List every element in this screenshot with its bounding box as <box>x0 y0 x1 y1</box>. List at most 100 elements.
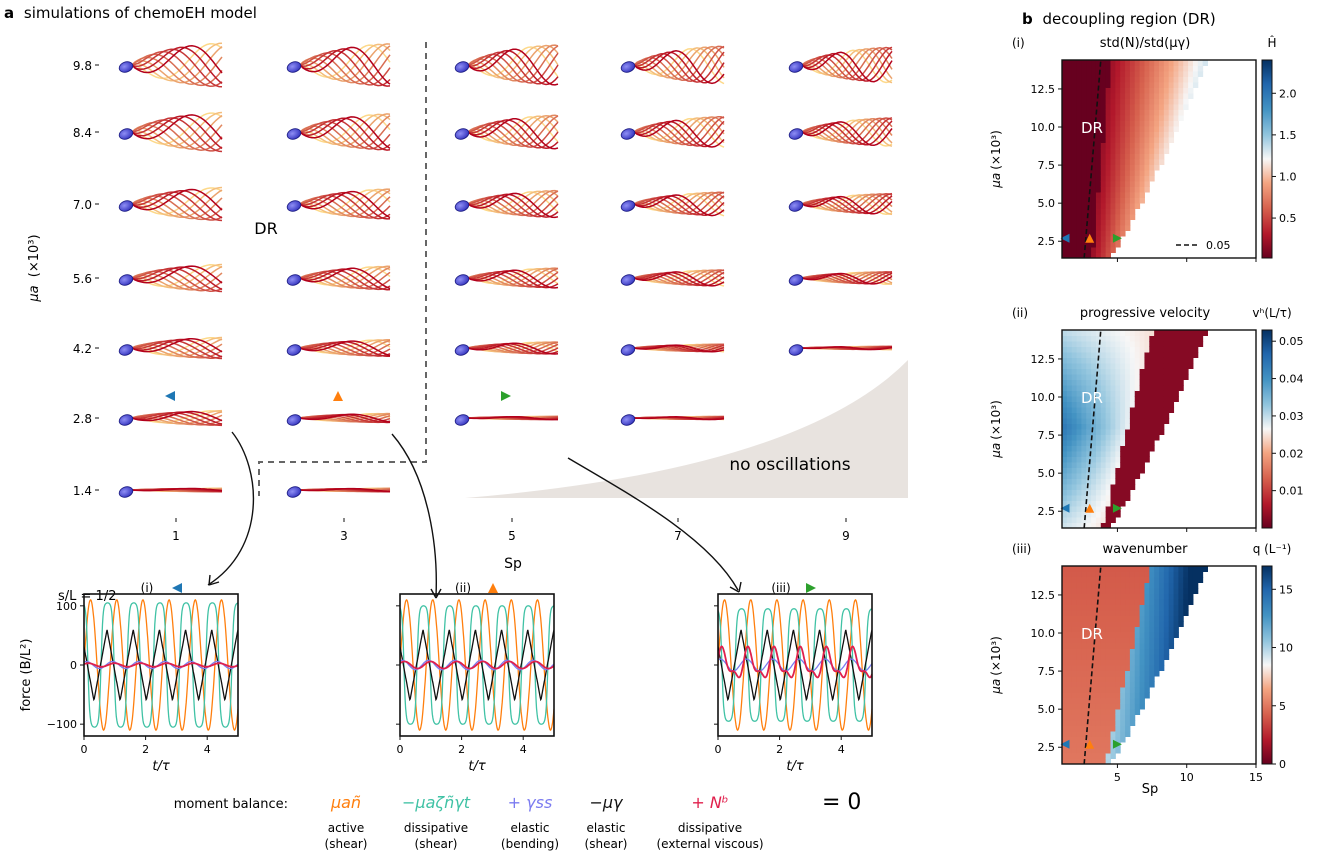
heatmap-cell <box>1071 758 1078 765</box>
heatmap-cell <box>1100 588 1107 594</box>
heatmap-cell <box>1163 341 1170 347</box>
heatmap-cell <box>1086 175 1092 182</box>
heatmap-cell <box>1100 181 1107 187</box>
heatmap-cell <box>1178 357 1184 364</box>
heatmap-cell <box>1149 604 1155 611</box>
heatmap-cell <box>1159 566 1165 572</box>
heatmap-cell <box>1086 170 1092 176</box>
heatmap-cell <box>1129 335 1136 342</box>
heatmap-cell <box>1071 736 1078 743</box>
heatmap-cell <box>1105 725 1111 732</box>
heatmap-cell <box>1159 571 1165 578</box>
heatmap-cell <box>1081 181 1087 187</box>
filament-line <box>801 117 893 143</box>
heatmap-cell <box>1120 736 1126 743</box>
heatmap-cell <box>1168 71 1175 77</box>
heatmap-cell <box>1066 159 1073 165</box>
heatmap-cell <box>1062 109 1068 116</box>
heatmap-cell <box>1149 571 1155 578</box>
moment-term-symbol: −μγ <box>589 793 624 812</box>
heatmap-cell <box>1149 659 1155 666</box>
heatmap-cell <box>1071 577 1078 583</box>
heatmap-cell <box>1129 76 1136 83</box>
heatmap-cell <box>1178 335 1184 342</box>
heatmap-cell <box>1110 120 1116 127</box>
heatmap-cell <box>1183 582 1189 589</box>
heatmap-cell <box>1100 104 1107 110</box>
heatmap-cell <box>1110 247 1116 253</box>
force-plot-title: (i) <box>141 581 154 595</box>
heatmap-cell <box>1120 582 1126 589</box>
heatmap-cell <box>1163 115 1170 121</box>
filament-head <box>454 128 470 140</box>
heatmap-cell <box>1066 445 1073 452</box>
heatmap-cell <box>1110 604 1116 611</box>
heatmap-cell <box>1071 566 1078 572</box>
heatmap-cell <box>1062 758 1068 765</box>
heatmap-cell <box>1144 632 1150 638</box>
heatmap-cell <box>1076 208 1082 215</box>
heatmap-cell <box>1081 407 1087 413</box>
heatmap-cell <box>1105 588 1111 594</box>
heatmap-cell <box>1159 76 1165 83</box>
heatmap-cell <box>1066 478 1073 485</box>
heatmap-cell <box>1173 352 1179 358</box>
heatmap-cell <box>1110 396 1116 402</box>
heatmap-cell <box>1139 109 1145 116</box>
heatmap-cell <box>1081 346 1087 353</box>
filament-line <box>801 193 893 213</box>
heatmap-cell <box>1115 385 1121 391</box>
heatmap-cell <box>1062 346 1068 353</box>
heatmap-cell <box>1144 451 1150 457</box>
heatmap-cell <box>1091 571 1097 578</box>
heatmap-cell <box>1120 159 1126 165</box>
heatmap-cell <box>1110 203 1116 209</box>
heatmap-cell <box>1129 720 1136 726</box>
heatmap-cell <box>1125 203 1131 209</box>
heatmap-cell <box>1139 648 1145 655</box>
heatmap-cell <box>1149 599 1155 605</box>
heatmap-cell <box>1086 758 1092 765</box>
heatmap-cell <box>1091 632 1097 638</box>
heatmap-cell <box>1120 203 1126 209</box>
heatmap-cell <box>1144 637 1150 644</box>
heatmap-cell <box>1154 82 1160 88</box>
filament-head <box>620 200 636 212</box>
heatmap-cell <box>1110 489 1116 496</box>
filament-head <box>118 274 134 286</box>
heatmap-cell <box>1163 65 1170 72</box>
heatmap-cell <box>1125 197 1131 204</box>
heatmap-cell <box>1105 610 1111 616</box>
heatmap-cell <box>1139 401 1145 408</box>
heatmap-cell <box>1173 571 1179 578</box>
heatmap-cell <box>1100 703 1107 710</box>
moment-term-kind: (shear) <box>325 837 368 851</box>
heatmap-cell <box>1095 742 1102 748</box>
heatmap-cell <box>1091 175 1097 182</box>
heatmap-cell <box>1091 610 1097 616</box>
heatmap-cell <box>1120 120 1126 127</box>
heatmap-cell <box>1149 566 1155 572</box>
heatmap-cell <box>1081 632 1087 638</box>
heatmap-cell <box>1095 214 1102 220</box>
heatmap-cell <box>1100 462 1107 468</box>
heatmap-cell <box>1149 65 1155 72</box>
heatmap-cell <box>1188 352 1194 358</box>
heatmap-cell <box>1076 357 1082 364</box>
heatmap-cell <box>1076 571 1082 578</box>
heatmap-marker-blue <box>1060 233 1070 243</box>
heatmap-cell <box>1154 65 1160 72</box>
filament-line <box>633 344 725 353</box>
heatmap-cell <box>1066 71 1073 77</box>
moment-term-type: elastic <box>587 821 626 835</box>
heatmap-cell <box>1105 203 1111 209</box>
heatmap-cell <box>1115 478 1121 485</box>
heatmap-cell <box>1095 418 1102 424</box>
heatmap-cell <box>1129 588 1136 594</box>
heatmap-cell <box>1115 511 1121 518</box>
heatmap-cell <box>1144 357 1150 364</box>
heatmap-cell <box>1168 571 1175 578</box>
heatmap-cell <box>1110 197 1116 204</box>
heatmap-cell <box>1115 170 1121 176</box>
marker-orange-up <box>333 391 343 401</box>
